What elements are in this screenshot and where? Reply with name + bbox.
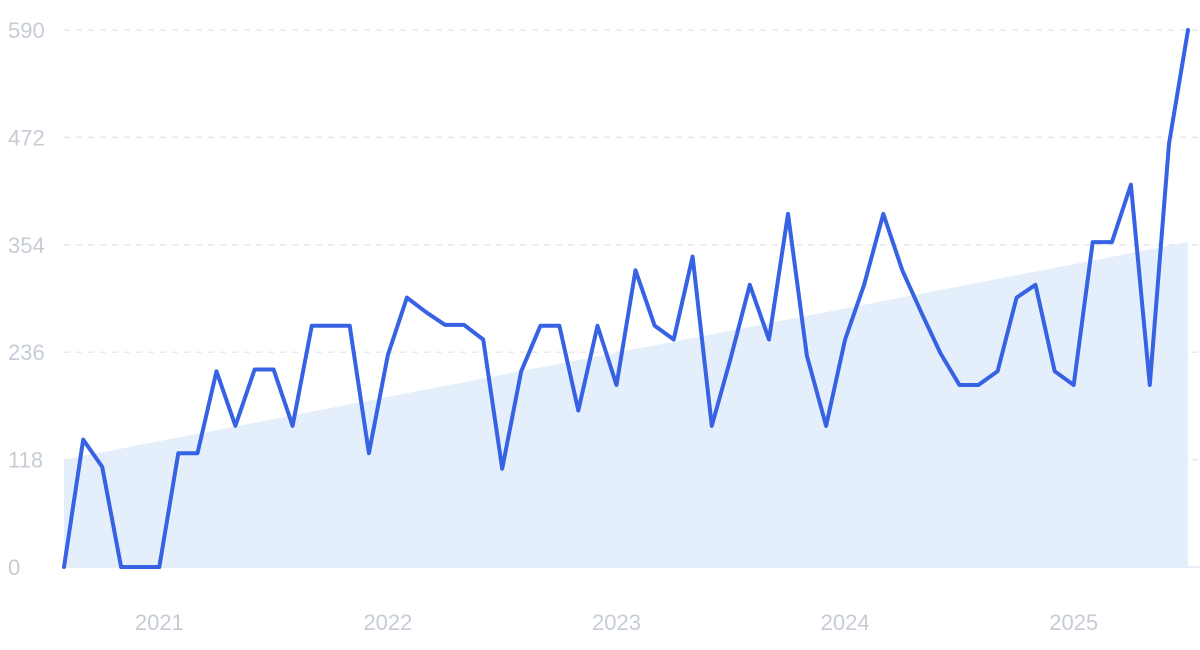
x-tick-label: 2025 <box>1049 610 1098 635</box>
y-tick-label: 472 <box>8 125 45 150</box>
series-line <box>62 28 1190 569</box>
series-line-layer <box>62 28 1190 569</box>
x-tick-label: 2024 <box>821 610 870 635</box>
y-tick-label: 354 <box>8 233 45 258</box>
x-tick-label: 2022 <box>363 610 412 635</box>
y-axis-ticks: 0 118 236 354 472 590 <box>8 18 45 580</box>
trend-area <box>64 242 1188 567</box>
y-tick-label: 590 <box>8 18 45 43</box>
trend-area-layer <box>64 242 1188 567</box>
x-axis-ticks: 2021 2022 2023 2024 2025 <box>135 610 1098 635</box>
x-tick-label: 2021 <box>135 610 184 635</box>
x-tick-label: 2023 <box>592 610 641 635</box>
y-tick-label: 236 <box>8 340 45 365</box>
y-tick-label: 0 <box>8 555 20 580</box>
y-tick-label: 118 <box>8 448 43 473</box>
